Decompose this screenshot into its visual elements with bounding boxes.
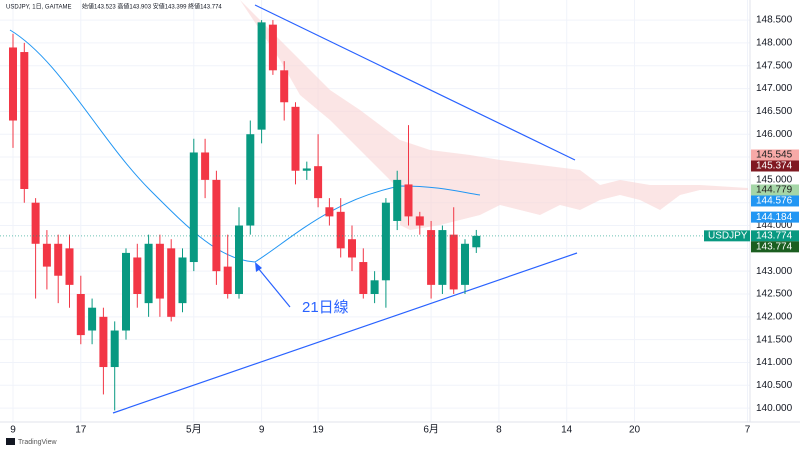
candle-body [88, 307, 97, 331]
candle-body [404, 184, 413, 217]
x-tick-label: 20 [629, 425, 641, 436]
candle-body [178, 257, 187, 304]
candle-body [76, 294, 85, 336]
candle-body [427, 230, 436, 285]
price-tag [751, 184, 799, 196]
x-tick-label: 14 [561, 425, 573, 436]
price-tag-label: 144.184 [756, 212, 793, 223]
candle-body [189, 152, 198, 263]
candle-body [381, 202, 390, 281]
y-tick-label: 144.000 [756, 220, 793, 231]
candle-body [155, 243, 164, 299]
candle-body [9, 47, 17, 121]
candle-body [257, 22, 266, 130]
candle-body [325, 207, 334, 217]
price-tag-label: 144.779 [756, 185, 793, 196]
candle-body [20, 52, 29, 189]
candle-body [449, 234, 458, 290]
candle-body [461, 243, 469, 285]
candle-body [314, 166, 323, 199]
y-tick-label: 142.500 [756, 289, 793, 300]
candle-body [212, 179, 221, 272]
candle-body [348, 239, 356, 258]
candle-body [291, 106, 300, 171]
candle-body [359, 262, 368, 294]
y-tick-label: 141.500 [756, 334, 793, 345]
candle-body [393, 179, 402, 221]
candle-body [235, 225, 243, 294]
candle-body [246, 134, 255, 226]
candle-body [415, 216, 424, 226]
x-tick-label: 5月 [186, 424, 202, 436]
x-tick-label: 19 [313, 425, 325, 436]
y-tick-label: 141.000 [756, 357, 793, 368]
candle-body [223, 266, 232, 294]
candle-body [280, 70, 289, 103]
symbol-tag-label: USDJPY [708, 230, 748, 241]
moving-average-21 [9, 29, 481, 263]
ohlc-header: 始値143.523 高値143.903 安値143.399 終値143.774 [82, 3, 222, 11]
price-tag [751, 160, 799, 172]
candle-body [31, 202, 40, 244]
ichimoku-cloud [240, 0, 748, 230]
x-tick-label: 8 [496, 425, 502, 436]
y-tick-label: 147.000 [756, 83, 793, 94]
y-tick-label: 148.500 [756, 15, 793, 26]
y-tick-label: 148.000 [756, 38, 793, 49]
branding: TradingView [18, 439, 57, 446]
x-tick-label: 6月 [423, 424, 439, 436]
price-tag-label: 145.545 [756, 150, 793, 161]
y-tick-label: 146.000 [756, 129, 793, 140]
price-tag [751, 149, 799, 161]
logo [6, 438, 15, 445]
candle-body [201, 152, 210, 180]
candle-body [110, 330, 119, 368]
price-tag-label: 145.374 [756, 161, 793, 172]
trendline-lower [112, 252, 578, 414]
y-tick-label: 140.500 [756, 380, 793, 391]
price-tag [751, 241, 799, 253]
candle-body [42, 243, 51, 267]
candles [9, 20, 481, 411]
y-tick-label: 145.000 [756, 175, 793, 186]
x-tick-label: 9 [10, 425, 16, 436]
trendline-upper [254, 4, 576, 161]
y-tick-label: 142.000 [756, 311, 793, 322]
price-tag [751, 211, 799, 223]
candle-body [302, 168, 311, 171]
symbol-header: USDJPY, 1日, GAITAME [6, 4, 71, 11]
x-tick-label: 7 [745, 425, 751, 436]
annotation: 21日線 [302, 299, 349, 316]
candle-body [167, 248, 176, 317]
candle-body [133, 257, 142, 294]
grid [0, 0, 750, 422]
price-tag [751, 230, 799, 242]
candle-body [472, 235, 481, 248]
arrow-head [255, 262, 262, 272]
x-tick-label: 9 [259, 425, 265, 436]
candle-body [144, 243, 153, 304]
price-tag-label: 143.774 [756, 230, 793, 241]
y-tick-label: 140.000 [756, 403, 793, 414]
y-tick-label: 143.000 [756, 266, 793, 277]
symbol-tag [704, 230, 750, 242]
candle-body [54, 243, 63, 276]
candle-body [65, 248, 74, 285]
y-tick-label: 146.500 [756, 106, 793, 117]
price-tag [751, 195, 799, 207]
x-tick-label: 17 [75, 425, 87, 436]
candle-body [268, 24, 277, 71]
price-tag-label: 144.576 [756, 196, 793, 207]
candle-body [336, 211, 345, 249]
candle-body [122, 252, 130, 331]
y-tick-label: 147.500 [756, 60, 793, 71]
price-tag-label: 143.774 [756, 241, 793, 252]
candle-body [370, 280, 379, 294]
candle-body [438, 230, 447, 285]
annotation-arrow [257, 267, 291, 308]
candle-body [99, 316, 108, 368]
